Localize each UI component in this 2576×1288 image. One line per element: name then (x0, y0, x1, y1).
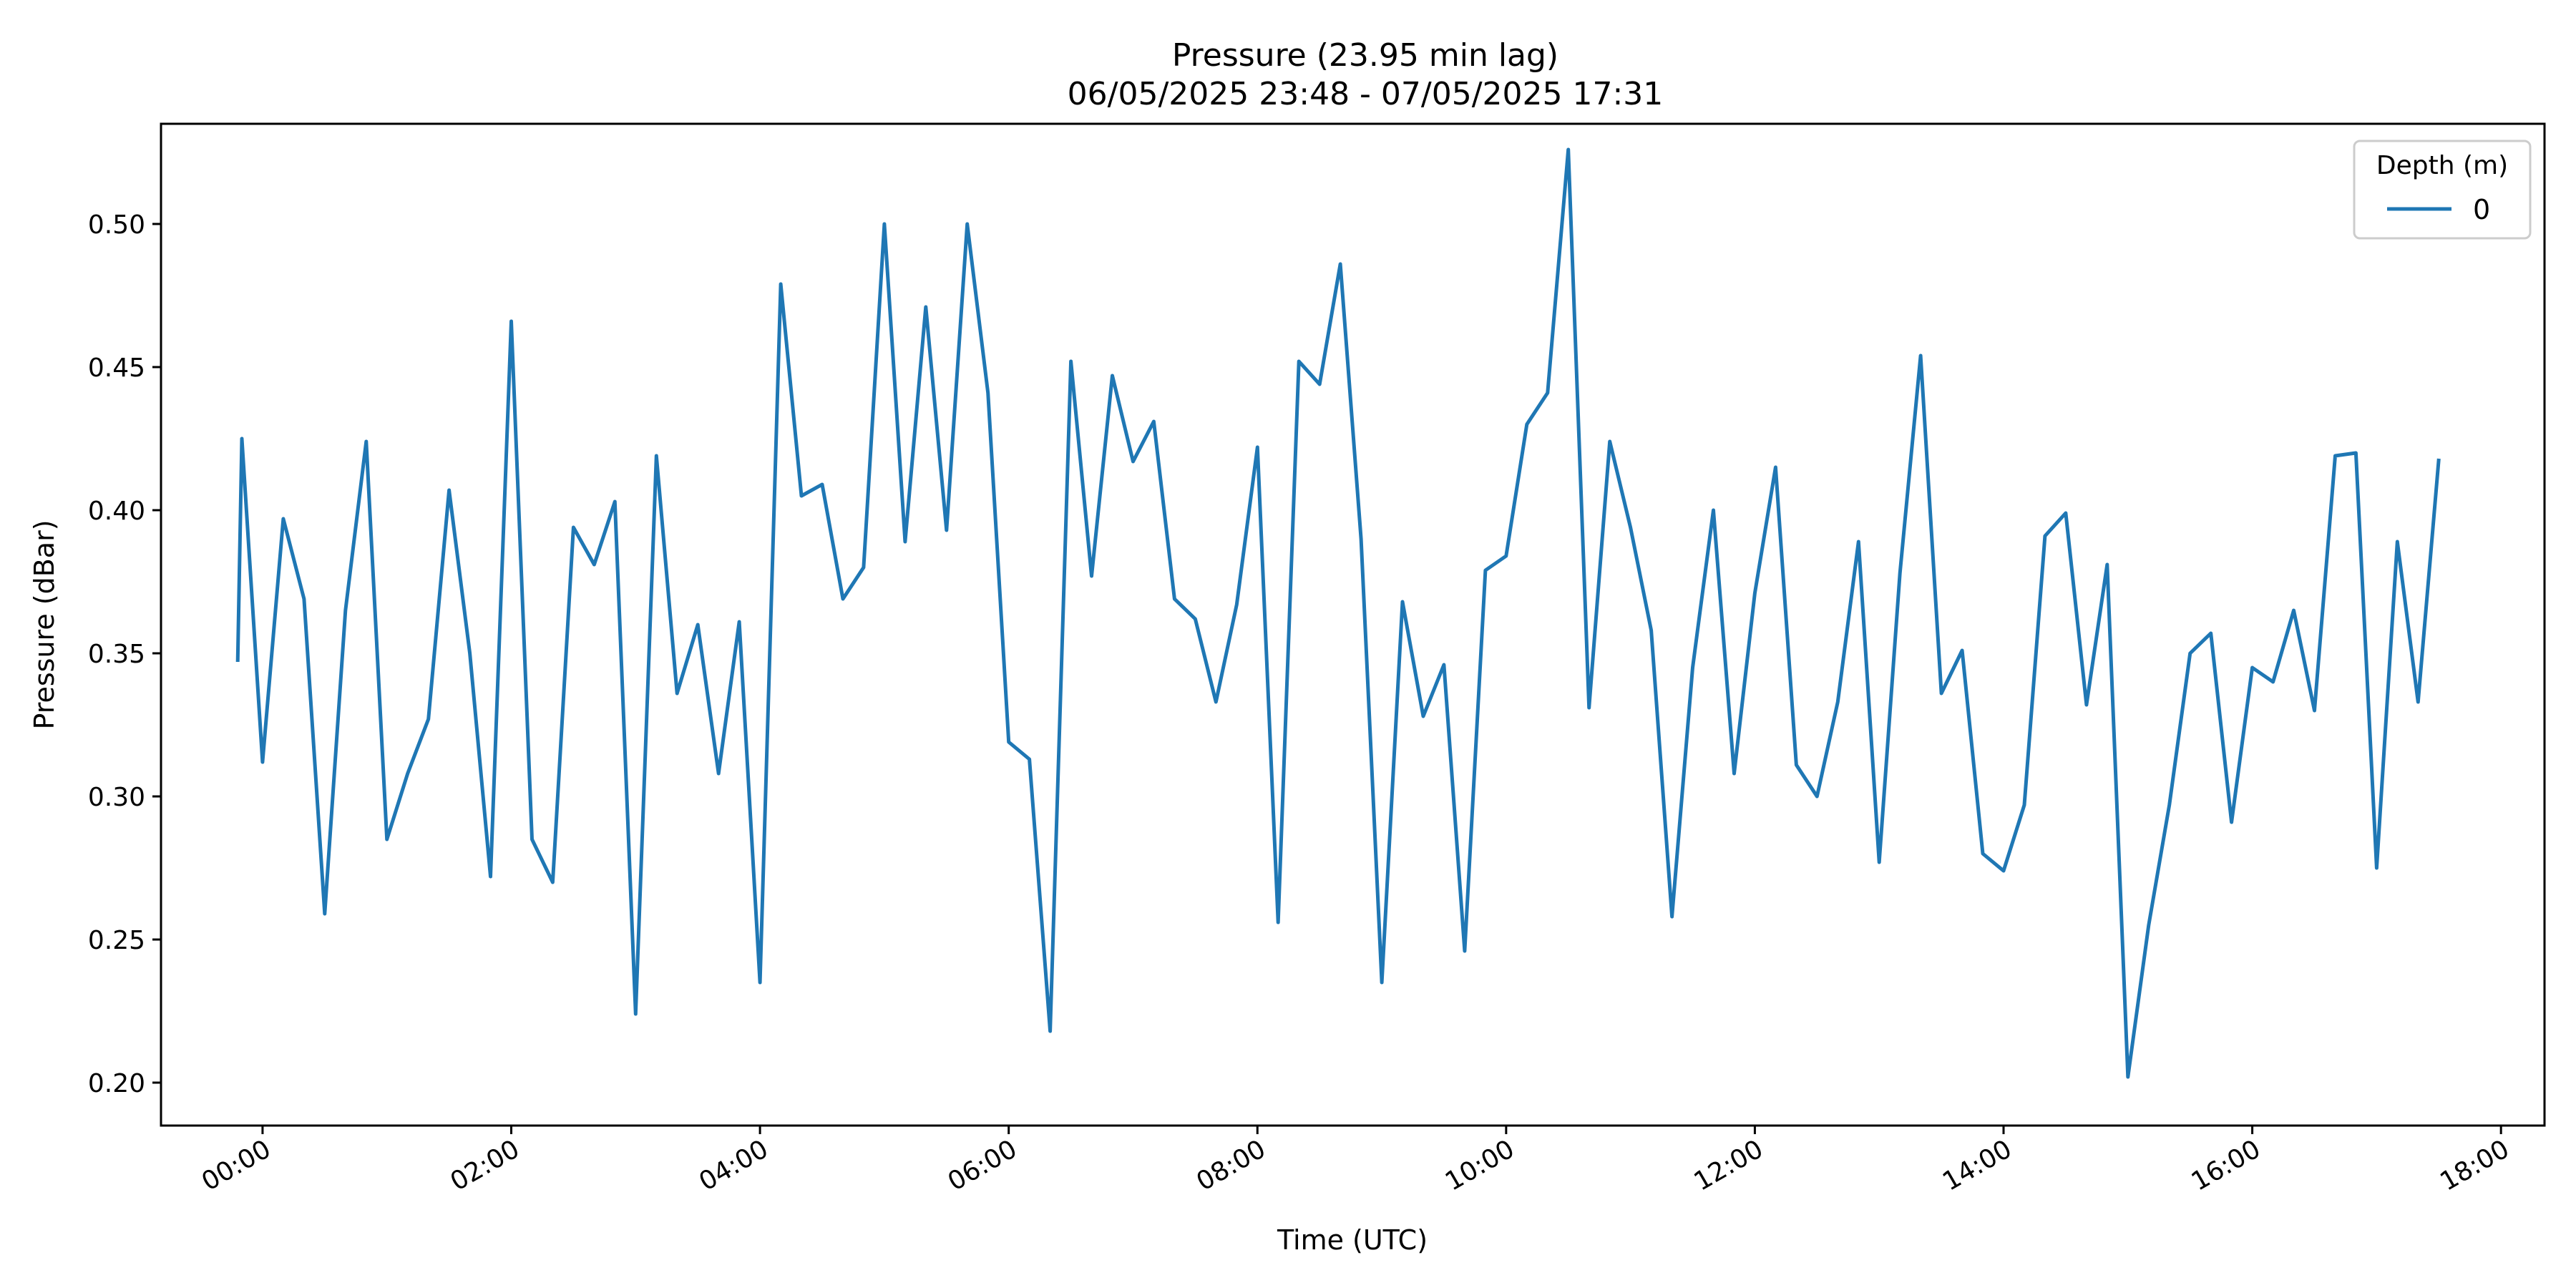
x-tick-label: 16:00 (2187, 1134, 2265, 1196)
x-tick-label: 14:00 (1938, 1134, 2016, 1196)
legend-series-label: 0 (2473, 194, 2490, 225)
chart-title: Pressure (23.95 min lag) (1172, 37, 1558, 74)
x-tick-label: 04:00 (694, 1134, 773, 1196)
y-tick-label: 0.30 (88, 783, 145, 812)
x-axis-label: Time (UTC) (1277, 1224, 1428, 1256)
y-tick-label: 0.40 (88, 497, 145, 526)
legend: Depth (m) 0 (2353, 140, 2532, 240)
legend-box (2353, 140, 2532, 240)
x-tick-label: 02:00 (446, 1134, 525, 1196)
y-tick-label: 0.45 (88, 353, 145, 383)
legend-title: Depth (m) (2376, 151, 2508, 180)
series-line-0 (235, 147, 2441, 1079)
plot-area (235, 147, 2441, 1079)
chart-subtitle: 06/05/2025 23:48 - 07/05/2025 17:31 (1068, 76, 1664, 112)
x-tick-label: 00:00 (197, 1134, 275, 1196)
y-tick-label: 0.35 (88, 640, 145, 669)
x-tick-label: 12:00 (1689, 1134, 1768, 1196)
x-tick-label: 10:00 (1440, 1134, 1519, 1196)
y-tick-label: 0.20 (88, 1069, 145, 1098)
x-tick-label: 08:00 (1191, 1134, 1270, 1196)
y-tick-label: 0.50 (88, 210, 145, 240)
y-axis: 0.20 0.25 0.30 0.35 0.40 0.45 0.50 (88, 210, 161, 1098)
plot-frame (160, 122, 2546, 1127)
y-axis-label: Pressure (dBar) (29, 519, 60, 729)
x-tick-label: 18:00 (2435, 1134, 2514, 1196)
y-tick-label: 0.25 (88, 926, 145, 955)
x-tick-label: 06:00 (943, 1134, 1022, 1196)
x-axis: 00:00 02:00 04:00 06:00 08:00 10:00 12:00 14:00… (197, 1126, 2514, 1197)
